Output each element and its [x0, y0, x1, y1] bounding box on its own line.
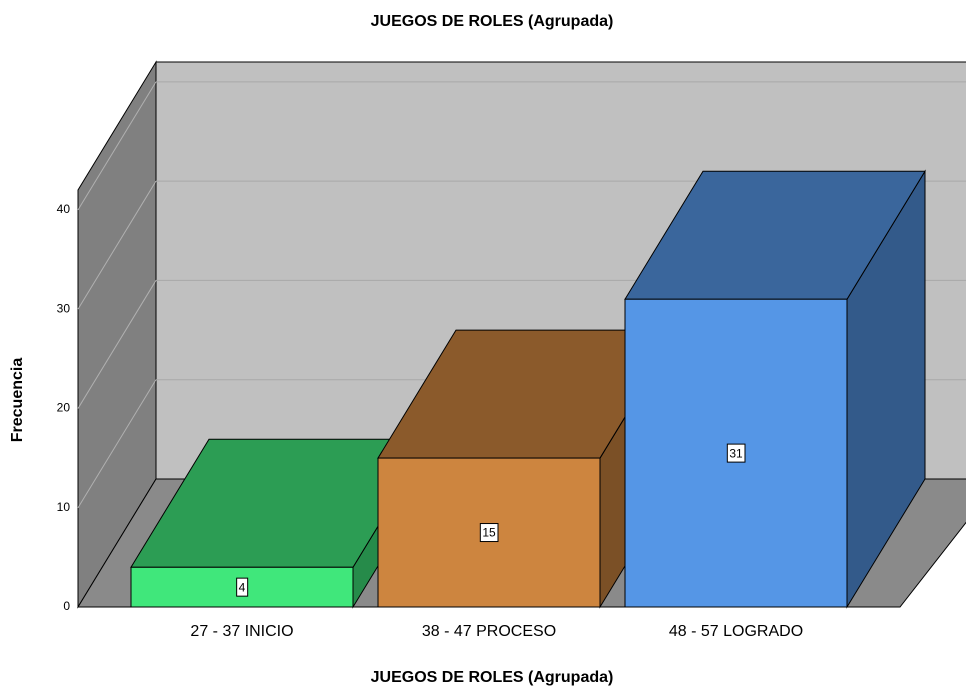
- value-label: 15: [482, 526, 496, 540]
- grid-line: [77, 180, 157, 310]
- x-axis-label: JUEGOS DE ROLES (Agrupada): [371, 669, 614, 686]
- y-tick-label: 40: [57, 202, 71, 216]
- x-tick-label: 48 - 57 LOGRADO: [669, 623, 803, 640]
- value-label-box: [479, 523, 499, 543]
- value-label-box: [236, 577, 249, 597]
- x-tick-label: 38 - 47 PROCESO: [422, 623, 556, 640]
- y-tick-label: 20: [57, 401, 71, 415]
- chart-title: JUEGOS DE ROLES (Agrupada): [371, 13, 614, 30]
- x-tick-label: 27 - 37 INICIO: [190, 623, 293, 640]
- value-label: 4: [239, 580, 246, 594]
- y-tick-label: 0: [63, 599, 70, 613]
- grid-line: [77, 379, 157, 508]
- y-tick-label: 10: [57, 500, 71, 514]
- value-label-box: [726, 443, 746, 463]
- grid-line: [77, 280, 157, 409]
- grid-line: [77, 81, 157, 211]
- bar: [624, 169, 926, 609]
- value-label: 31: [729, 446, 743, 460]
- y-axis-label: Frecuencia: [9, 358, 26, 443]
- y-tick-label: 30: [57, 301, 71, 315]
